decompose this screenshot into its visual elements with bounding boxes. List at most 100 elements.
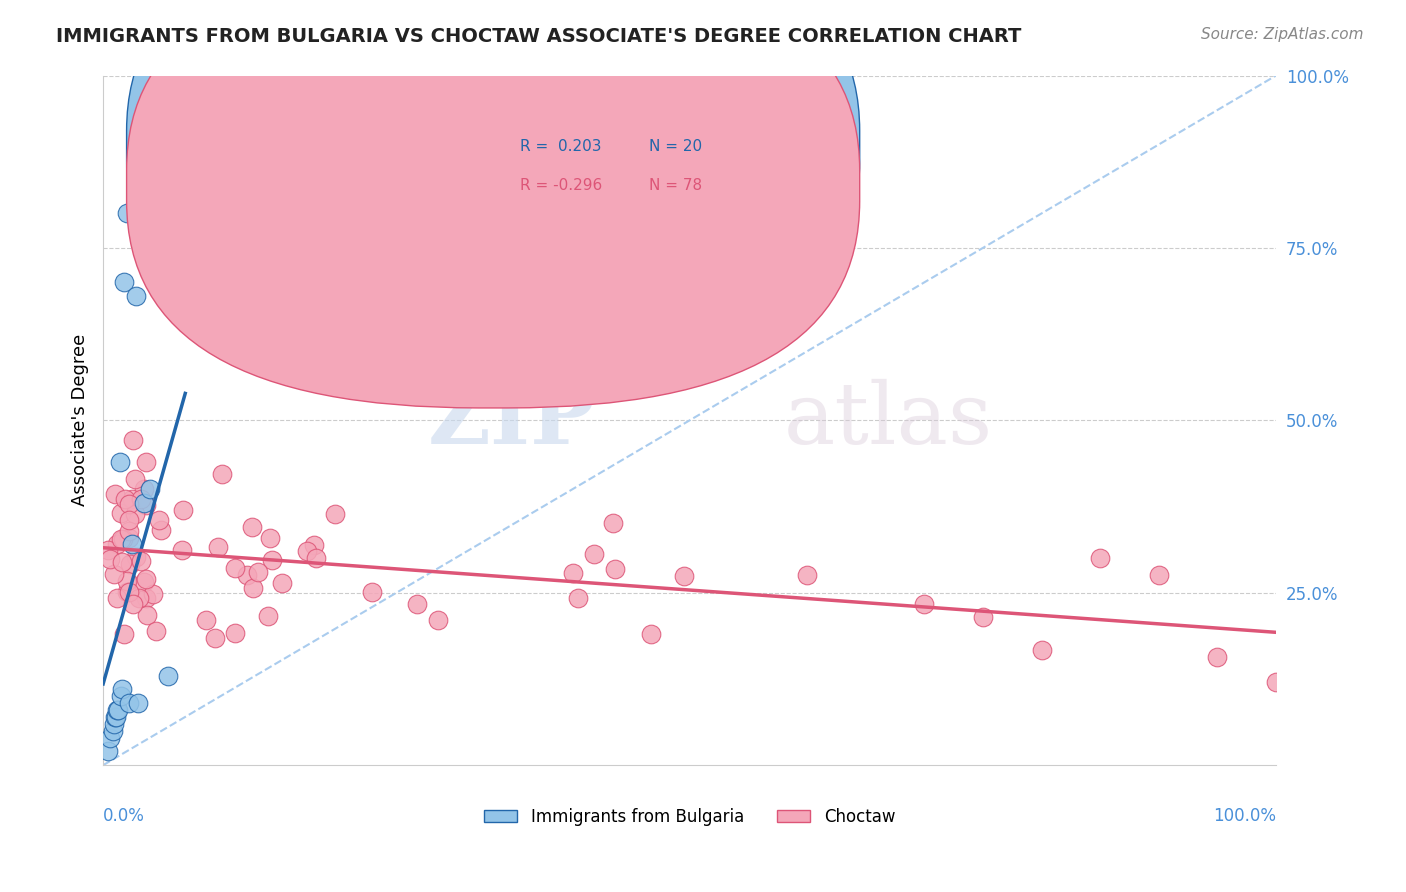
Point [103, 566, 125, 581]
Point [107, 591, 129, 606]
Point [118, 513, 141, 527]
Point [134, 496, 156, 510]
Point [260, 553, 283, 567]
Point [156, 668, 179, 682]
Text: 100.0%: 100.0% [1213, 806, 1277, 824]
Point [122, 433, 145, 447]
Point [117, 532, 139, 546]
Text: Source: ZipAtlas.com: Source: ZipAtlas.com [1201, 27, 1364, 42]
Point [796, 568, 818, 582]
Point [603, 562, 626, 576]
Text: atlas: atlas [783, 379, 993, 462]
Point [129, 554, 152, 568]
Point [224, 560, 246, 574]
Point [115, 206, 138, 220]
Point [1088, 550, 1111, 565]
Point [112, 627, 135, 641]
Point [172, 543, 194, 558]
Point [135, 455, 157, 469]
Point [108, 455, 131, 469]
Point [972, 609, 994, 624]
Point [246, 565, 269, 579]
Text: R =  0.203: R = 0.203 [520, 139, 600, 154]
Point [242, 581, 264, 595]
Text: R = -0.296: R = -0.296 [520, 178, 602, 194]
Legend: Immigrants from Bulgaria, Choctaw: Immigrants from Bulgaria, Choctaw [477, 801, 903, 833]
Point [135, 591, 157, 605]
Point [236, 567, 259, 582]
Point [583, 547, 606, 561]
Point [567, 591, 589, 605]
Point [118, 557, 141, 571]
Point [204, 631, 226, 645]
Point [139, 483, 162, 497]
Point [128, 591, 150, 605]
Point [118, 584, 141, 599]
Point [127, 696, 149, 710]
Point [118, 696, 141, 710]
Point [145, 624, 167, 638]
Point [211, 467, 233, 481]
Text: N = 20: N = 20 [648, 139, 702, 154]
Point [118, 524, 141, 538]
Point [1265, 675, 1288, 690]
Y-axis label: Associate's Degree: Associate's Degree [72, 334, 89, 507]
Point [148, 513, 170, 527]
Point [149, 523, 172, 537]
Point [111, 555, 134, 569]
Point [121, 491, 143, 506]
Point [124, 507, 146, 521]
Point [135, 607, 157, 622]
Point [103, 716, 125, 731]
Point [107, 703, 129, 717]
Text: N = 78: N = 78 [648, 178, 702, 194]
Point [602, 516, 624, 530]
Point [110, 690, 132, 704]
Point [360, 584, 382, 599]
Point [270, 576, 292, 591]
Text: IMMIGRANTS FROM BULGARIA VS CHOCTAW ASSOCIATE'S DEGREE CORRELATION CHART: IMMIGRANTS FROM BULGARIA VS CHOCTAW ASSO… [56, 27, 1022, 45]
Point [114, 491, 136, 506]
Point [240, 519, 263, 533]
Point [135, 498, 157, 512]
Point [640, 627, 662, 641]
Point [142, 587, 165, 601]
Point [1031, 643, 1053, 657]
Point [207, 540, 229, 554]
Point [125, 549, 148, 564]
Point [111, 682, 134, 697]
Point [101, 723, 124, 738]
Point [105, 710, 128, 724]
Point [259, 532, 281, 546]
Point [110, 532, 132, 546]
Point [97, 744, 120, 758]
Point [305, 551, 328, 566]
Text: ZIP: ZIP [427, 378, 596, 462]
Point [224, 626, 246, 640]
Point [426, 613, 449, 627]
Point [257, 608, 280, 623]
Point [295, 544, 318, 558]
Text: 0.0%: 0.0% [103, 806, 145, 824]
Point [406, 597, 429, 611]
Point [121, 597, 143, 611]
Point [124, 471, 146, 485]
Point [125, 289, 148, 303]
Point [112, 276, 135, 290]
Point [135, 572, 157, 586]
Point [104, 710, 127, 724]
Point [104, 486, 127, 500]
Point [98, 552, 121, 566]
Point [172, 502, 194, 516]
Point [115, 574, 138, 589]
Point [561, 566, 583, 580]
Point [912, 597, 935, 611]
Point [132, 575, 155, 590]
Point [111, 533, 134, 547]
Point [323, 507, 346, 521]
Point [194, 613, 217, 627]
Point [98, 731, 121, 745]
Point [97, 543, 120, 558]
Point [1147, 567, 1170, 582]
Point [105, 703, 128, 717]
